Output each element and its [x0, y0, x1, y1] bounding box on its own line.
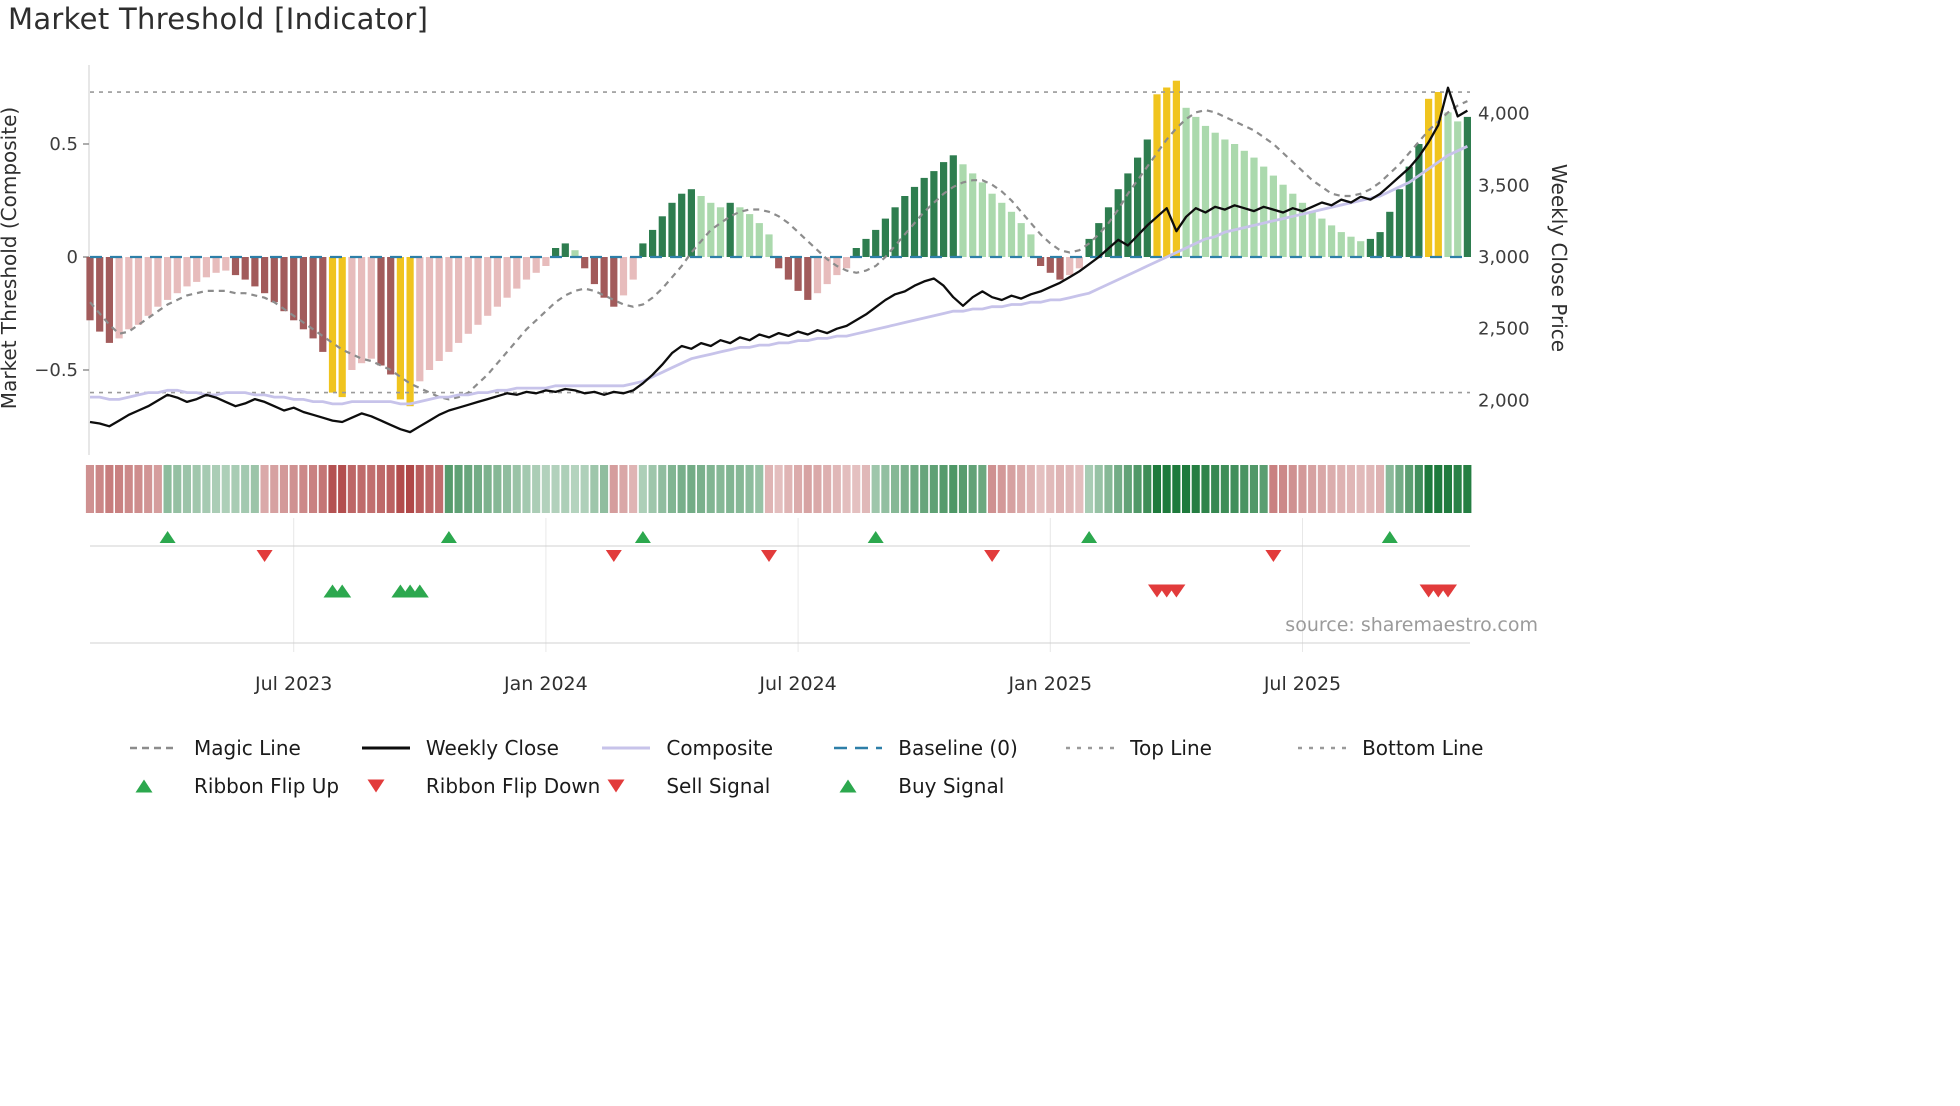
x-axis-labels: Jul 2023 Jan 2024 Jul 2024 Jan 2025 Jul 2025 [254, 673, 1341, 695]
svg-text:Market Threshold (Composite): Market Threshold (Composite) [0, 107, 21, 409]
svg-text:3,000: 3,000 [1478, 247, 1530, 268]
ribbon-flip-up-swatch [135, 779, 153, 793]
source-text: source: sharemaestro.com [1285, 614, 1538, 636]
legend-label: Magic Line [194, 736, 301, 760]
svg-text:2,500: 2,500 [1478, 319, 1530, 340]
legend-item-buy-signal: Buy Signal [832, 774, 1064, 798]
flip-down-markers [256, 550, 1282, 562]
svg-text:Jan 2024: Jan 2024 [503, 673, 588, 695]
top-line-swatch [1066, 746, 1115, 750]
svg-text:0: 0 [67, 247, 78, 268]
legend-item-composite: Composite [600, 736, 832, 760]
svg-text:3,500: 3,500 [1478, 175, 1530, 196]
signal-lanes [90, 518, 1470, 652]
reference-lines [90, 91, 1470, 394]
legend-item-sell-signal: Sell Signal [600, 774, 832, 798]
legend-item-ribbon-flip-up: Ribbon Flip Up [128, 774, 360, 798]
buy-signal-swatch [839, 779, 857, 793]
flip-up-markers [159, 531, 1398, 543]
chart-legend: Magic Line Weekly Close Composite Baseline … [128, 736, 1528, 798]
legend-item-magic-line: Magic Line [128, 736, 360, 760]
svg-text:−0.5: −0.5 [34, 360, 78, 381]
legend-label: Baseline (0) [898, 736, 1018, 760]
legend-label: Ribbon Flip Up [194, 774, 340, 798]
legend-item-baseline: Baseline (0) [832, 736, 1064, 760]
page-title: Market Threshold [Indicator] [8, 2, 429, 36]
legend-item-bottom-line: Bottom Line [1296, 736, 1528, 760]
legend-label: Top Line [1130, 736, 1212, 760]
composite-line [90, 145, 1468, 406]
svg-text:Jul 2023: Jul 2023 [254, 673, 332, 695]
legend-label: Buy Signal [898, 774, 1005, 798]
magic-line-swatch [130, 746, 178, 750]
magic-line [89, 100, 1468, 401]
baseline-swatch [834, 746, 883, 750]
buy-signal-markers [323, 584, 429, 598]
weekly-close-line [89, 86, 1468, 434]
svg-text:0.5: 0.5 [49, 134, 78, 155]
sell-signal-markers [1148, 584, 1457, 598]
legend-label: Ribbon Flip Down [425, 774, 601, 798]
legend-label: Sell Signal [666, 774, 771, 798]
legend-item-top-line: Top Line [1064, 736, 1296, 760]
composite-swatch [602, 746, 651, 750]
right-axis: 4,000 3,500 3,000 2,500 2,000 Weekly Close Pr… [1478, 104, 1571, 412]
svg-text:Jul 2025: Jul 2025 [1263, 673, 1341, 695]
ribbon-strip [85, 465, 1472, 513]
svg-text:4,000: 4,000 [1478, 104, 1530, 125]
svg-text:Jan 2025: Jan 2025 [1007, 673, 1092, 695]
svg-text:Weekly Close Price: Weekly Close Price [1547, 164, 1571, 352]
legend-label: Composite [666, 736, 774, 760]
weekly-close-swatch [361, 746, 410, 750]
svg-text:Jul 2024: Jul 2024 [758, 673, 836, 695]
bottom-line-swatch [1298, 746, 1347, 750]
legend-label: Bottom Line [1362, 736, 1484, 760]
legend-label: Weekly Close [425, 736, 559, 760]
legend-item-ribbon-flip-down: Ribbon Flip Down [360, 774, 600, 798]
sell-signal-swatch [607, 779, 625, 793]
ribbon-flip-down-swatch [367, 779, 385, 793]
svg-text:2,000: 2,000 [1478, 390, 1530, 411]
composite-bars [86, 80, 1471, 407]
left-axis: 0.5 0 −0.5 Market Threshold (Composite) [0, 65, 90, 455]
legend-item-weekly-close: Weekly Close [360, 736, 600, 760]
